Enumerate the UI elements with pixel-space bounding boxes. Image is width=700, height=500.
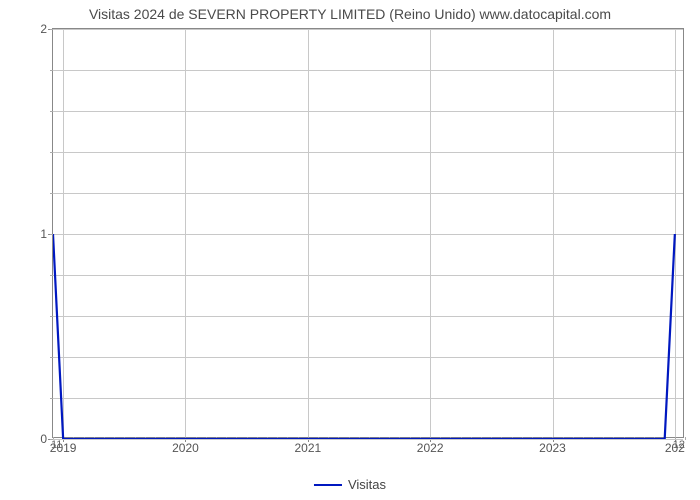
x-end-label-right: 12 bbox=[673, 439, 685, 451]
plot-area: 201920202021202220232021112012 bbox=[52, 28, 684, 438]
series-line bbox=[53, 29, 685, 439]
grid-horizontal-minor bbox=[53, 439, 683, 440]
x-end-label-left: 11 bbox=[51, 439, 62, 451]
xtick-label: 2023 bbox=[539, 441, 566, 455]
legend-label: Visitas bbox=[348, 477, 386, 492]
chart-title: Visitas 2024 de SEVERN PROPERTY LIMITED … bbox=[0, 0, 700, 22]
ytick-minor bbox=[50, 439, 53, 440]
legend: Visitas bbox=[314, 477, 386, 492]
ytick-label: 1 bbox=[40, 227, 47, 241]
xtick-label: 2022 bbox=[417, 441, 444, 455]
ytick-label: 0 bbox=[40, 432, 47, 446]
chart-area: 201920202021202220232021112012 bbox=[52, 28, 684, 438]
legend-line-icon bbox=[314, 484, 342, 486]
xtick-label: 2021 bbox=[294, 441, 321, 455]
xtick-label: 2020 bbox=[172, 441, 199, 455]
ytick-label: 2 bbox=[40, 22, 47, 36]
